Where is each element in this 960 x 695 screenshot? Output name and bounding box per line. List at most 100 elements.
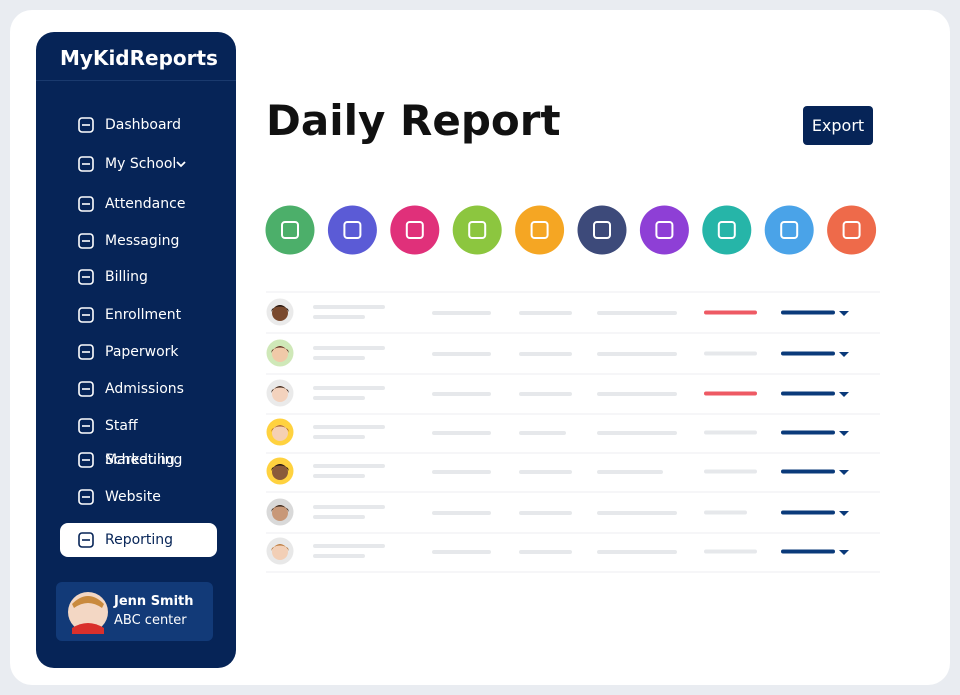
icon-shape [78,117,94,133]
avatar-hair [271,386,289,393]
status-alert [704,310,757,315]
category-icon[interactable] [515,205,565,255]
nav-item[interactable]: Messaging [60,224,217,258]
nav-item[interactable]: Marketing [60,443,217,477]
status-select[interactable] [781,310,835,315]
category-icon[interactable] [452,205,502,255]
placeholder [313,554,365,558]
status-select[interactable] [781,391,835,396]
placeholder [313,544,385,548]
user-center: ABC center [114,613,187,628]
nav-item[interactable]: Reporting [60,523,217,557]
nav-item[interactable]: Website [60,480,217,514]
icon-shape [78,532,94,548]
icon-glyph [780,221,799,239]
placeholder [597,550,677,554]
category-icon[interactable] [327,205,377,255]
status-select[interactable] [781,510,835,515]
category-icon[interactable] [265,205,315,255]
nav-label: My School [105,156,177,172]
placeholder [313,464,385,468]
dropdown-arrow [839,511,849,516]
avatar-hair [271,346,289,353]
status-select[interactable] [781,549,835,554]
placeholder [313,346,385,350]
nav-icon [78,156,94,172]
placeholder [597,470,663,474]
icon-shape [78,418,94,434]
nav-item[interactable]: Attendance [60,187,217,221]
placeholder [313,515,365,519]
placeholder [519,311,572,315]
nav-item[interactable]: Dashboard [60,108,217,142]
nav-label: Messaging [105,233,180,249]
icon-glyph [842,221,861,239]
nav-icon [78,452,94,468]
nav-icon [78,233,94,249]
nav-item[interactable]: Staff Scheduling [60,409,217,468]
divider [36,80,236,81]
nav-label: Staff Scheduling [105,418,183,468]
nav-item[interactable]: Billing [60,260,217,294]
nav-item[interactable]: Enrollment [60,298,217,332]
placeholder [313,425,385,429]
nav-item[interactable]: Paperwork [60,335,217,369]
category-icon[interactable] [577,205,627,255]
status-select[interactable] [781,351,835,356]
avatar-face [272,544,288,560]
avatar-face [272,464,288,480]
placeholder [519,352,572,356]
placeholder [519,470,572,474]
icon-shape [78,233,94,249]
chevron-shape [176,161,186,168]
status-select[interactable] [781,469,835,474]
placeholder [704,430,757,435]
page-title: Daily Report [266,96,561,145]
placeholder [597,311,677,315]
placeholder [519,511,572,515]
nav-label: Dashboard [105,117,181,133]
chevron [176,161,186,168]
nav-icon [78,489,94,505]
category-icon[interactable] [702,205,752,255]
user-name: Jenn Smith [114,594,194,609]
placeholder [313,386,385,390]
category-icon[interactable] [390,205,440,255]
nav-item[interactable]: My School [60,147,217,181]
status-select[interactable] [781,430,835,435]
placeholder [597,352,677,356]
icon-glyph [468,221,487,239]
nav-item[interactable]: Admissions [60,372,217,406]
placeholder [432,511,491,515]
category-icon[interactable] [764,205,814,255]
placeholder [432,392,491,396]
icon-shape [78,489,94,505]
placeholder [704,549,757,554]
nav-icon [78,307,94,323]
status-alert [704,391,757,396]
nav-label: Marketing [105,452,175,468]
icon-glyph [405,221,424,239]
placeholder [313,356,365,360]
nav-icon [78,381,94,397]
nav-label: Billing [105,269,148,285]
placeholder [313,505,385,509]
placeholder [519,431,566,435]
nav-icon [78,344,94,360]
avatar-hair [271,544,289,551]
export-button[interactable]: Export [803,106,873,145]
nav-icon [78,532,94,548]
category-icon[interactable] [827,205,877,255]
nav-label: Paperwork [105,344,179,360]
nav-icon [78,196,94,212]
dropdown-arrow [839,392,849,397]
brand: MyKidReports [60,46,218,70]
avatar-hair [271,305,289,312]
user-card[interactable]: Jenn Smith ABC center [56,582,213,641]
placeholder [519,392,572,396]
icon-shape [78,156,94,172]
dropdown-arrow [839,352,849,357]
placeholder [432,550,491,554]
category-icon[interactable] [639,205,689,255]
dropdown-arrow [839,311,849,316]
